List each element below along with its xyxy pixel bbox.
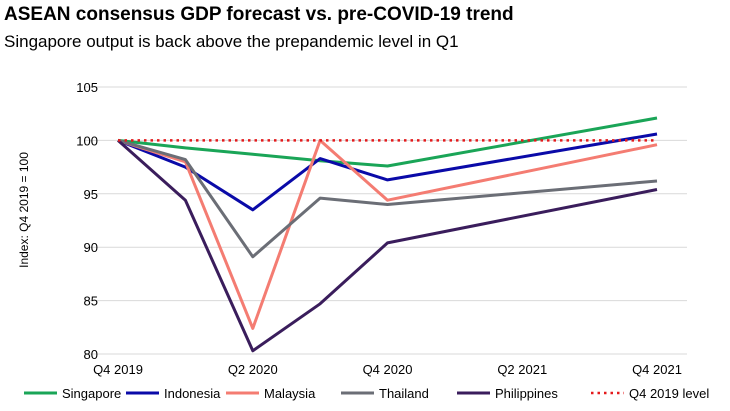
- legend-label-q4-2019-level: Q4 2019 level: [629, 386, 709, 401]
- x-tick-label: Q4 2021: [632, 362, 682, 377]
- y-axis-label: Index: Q4 2019 = 100: [17, 152, 31, 268]
- series-line-malaysia: [117, 138, 658, 330]
- legend: Singapore Indonesia Malaysia Thailand Philip…: [24, 386, 709, 401]
- series-lines: [117, 116, 658, 353]
- x-tick-label: Q4 2019: [93, 362, 143, 377]
- series-line-singapore: [117, 116, 658, 168]
- grid-lines: [84, 86, 687, 355]
- chart-title: ASEAN consensus GDP forecast vs. pre-COV…: [4, 4, 514, 25]
- y-axis-ticks: 80 85 90 95 100 105: [76, 80, 98, 362]
- y-tick-label: 80: [84, 347, 98, 362]
- x-axis-ticks: Q4 2019 Q2 2020 Q4 2020 Q2 2021 Q4 2021: [93, 362, 682, 377]
- series-line-thailand: [117, 138, 658, 259]
- series-line-philippines: [117, 139, 658, 353]
- x-tick-label: Q2 2020: [228, 362, 278, 377]
- x-tick-label: Q4 2020: [363, 362, 413, 377]
- y-tick-label: 85: [84, 294, 98, 309]
- y-tick-label: 90: [84, 240, 98, 255]
- chart-subtitle: Singapore output is back above the prepa…: [4, 32, 459, 51]
- legend-label-indonesia: Indonesia: [164, 386, 221, 401]
- y-tick-label: 95: [84, 187, 98, 202]
- legend-label-philippines: Philippines: [495, 386, 558, 401]
- y-tick-label: 105: [76, 80, 98, 95]
- legend-label-thailand: Thailand: [379, 386, 429, 401]
- legend-label-malaysia: Malaysia: [264, 386, 316, 401]
- x-tick-label: Q2 2021: [497, 362, 547, 377]
- y-tick-label: 100: [76, 133, 98, 148]
- legend-label-singapore: Singapore: [62, 386, 121, 401]
- series-line-indonesia: [117, 132, 658, 212]
